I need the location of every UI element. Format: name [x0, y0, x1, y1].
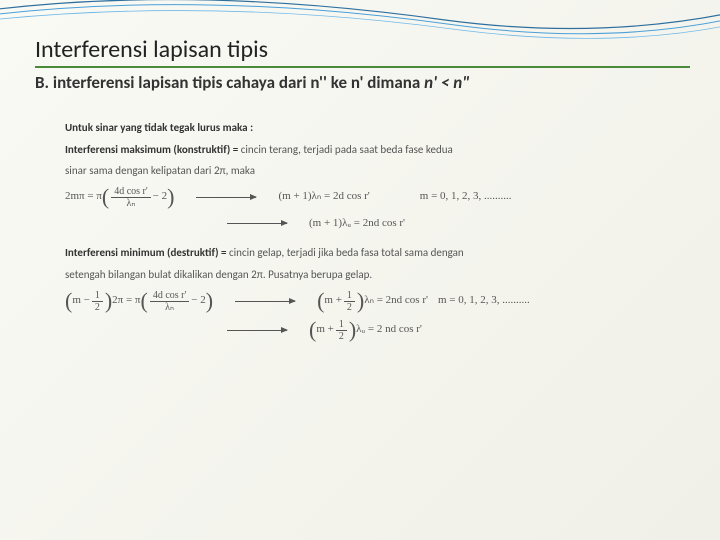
constructive-line-2: sinar sama dengan kelipatan dari 2π, mak… — [65, 162, 670, 180]
page-subtitle: B. interferensi lapisan tipis cahaya dar… — [35, 72, 690, 93]
arrow-icon — [227, 223, 287, 224]
arrow-icon — [227, 330, 287, 331]
equation-row-1: 2mπ = π ( 4d cos r'λₙ − 2 ) (m + 1)λₙ = … — [65, 186, 670, 209]
eq1-left: 2mπ = π ( 4d cos r'λₙ − 2 ) — [65, 186, 174, 209]
constructive-label: Interferensi maksimum (konstruktif) = — [65, 143, 241, 156]
subtitle-condition: n' < n" — [424, 72, 470, 93]
body-block: Untuk sinar yang tidak tegak lurus maka … — [35, 111, 690, 358]
slide-content: Interferensi lapisan tipis B. interferen… — [0, 0, 720, 378]
constructive-desc: cincin terang, terjadi pada saat beda fa… — [241, 143, 453, 156]
arrow-icon — [196, 197, 256, 198]
arrow-icon — [235, 301, 295, 302]
equation-row-1b: (m + 1)λᵤ = 2nd cos r' — [215, 215, 670, 233]
page-title: Interferensi lapisan tipis — [35, 35, 690, 68]
eq2-mid: ( m + 12 ) λₙ = 2nd cos r' — [317, 290, 428, 313]
eq2-left: ( m − 12 ) 2π = π ( 4d cos r'λₙ − 2 ) — [65, 290, 213, 313]
eq1-mid: (m + 1)λₙ = 2d cos r' — [278, 188, 369, 206]
eq1-right: m = 0, 1, 2, 3, .......... — [420, 188, 512, 206]
intro-line: Untuk sinar yang tidak tegak lurus maka … — [65, 119, 670, 137]
equation-row-2: ( m − 12 ) 2π = π ( 4d cos r'λₙ − 2 ) ( … — [65, 290, 670, 313]
eq2-right: m = 0, 1, 2, 3, .......... — [438, 292, 530, 310]
equation-row-2b: ( m + 12 ) λᵤ = 2 nd cos r' — [215, 319, 670, 342]
destructive-line-2: setengah bilangan bulat dikalikan dengan… — [65, 266, 670, 284]
subtitle-text: B. interferensi lapisan tipis cahaya dar… — [35, 72, 424, 93]
eq2-bottom: ( m + 12 ) λᵤ = 2 nd cos r' — [309, 319, 422, 342]
eq1-bottom: (m + 1)λᵤ = 2nd cos r' — [309, 215, 405, 233]
constructive-line: Interferensi maksimum (konstruktif) = ci… — [65, 141, 670, 159]
destructive-line: Interferensi minimum (destruktif) = cinc… — [65, 244, 670, 262]
destructive-label: Interferensi minimum (destruktif) = — [65, 246, 229, 259]
destructive-desc: cincin gelap, terjadi jika beda fasa tot… — [229, 246, 464, 259]
